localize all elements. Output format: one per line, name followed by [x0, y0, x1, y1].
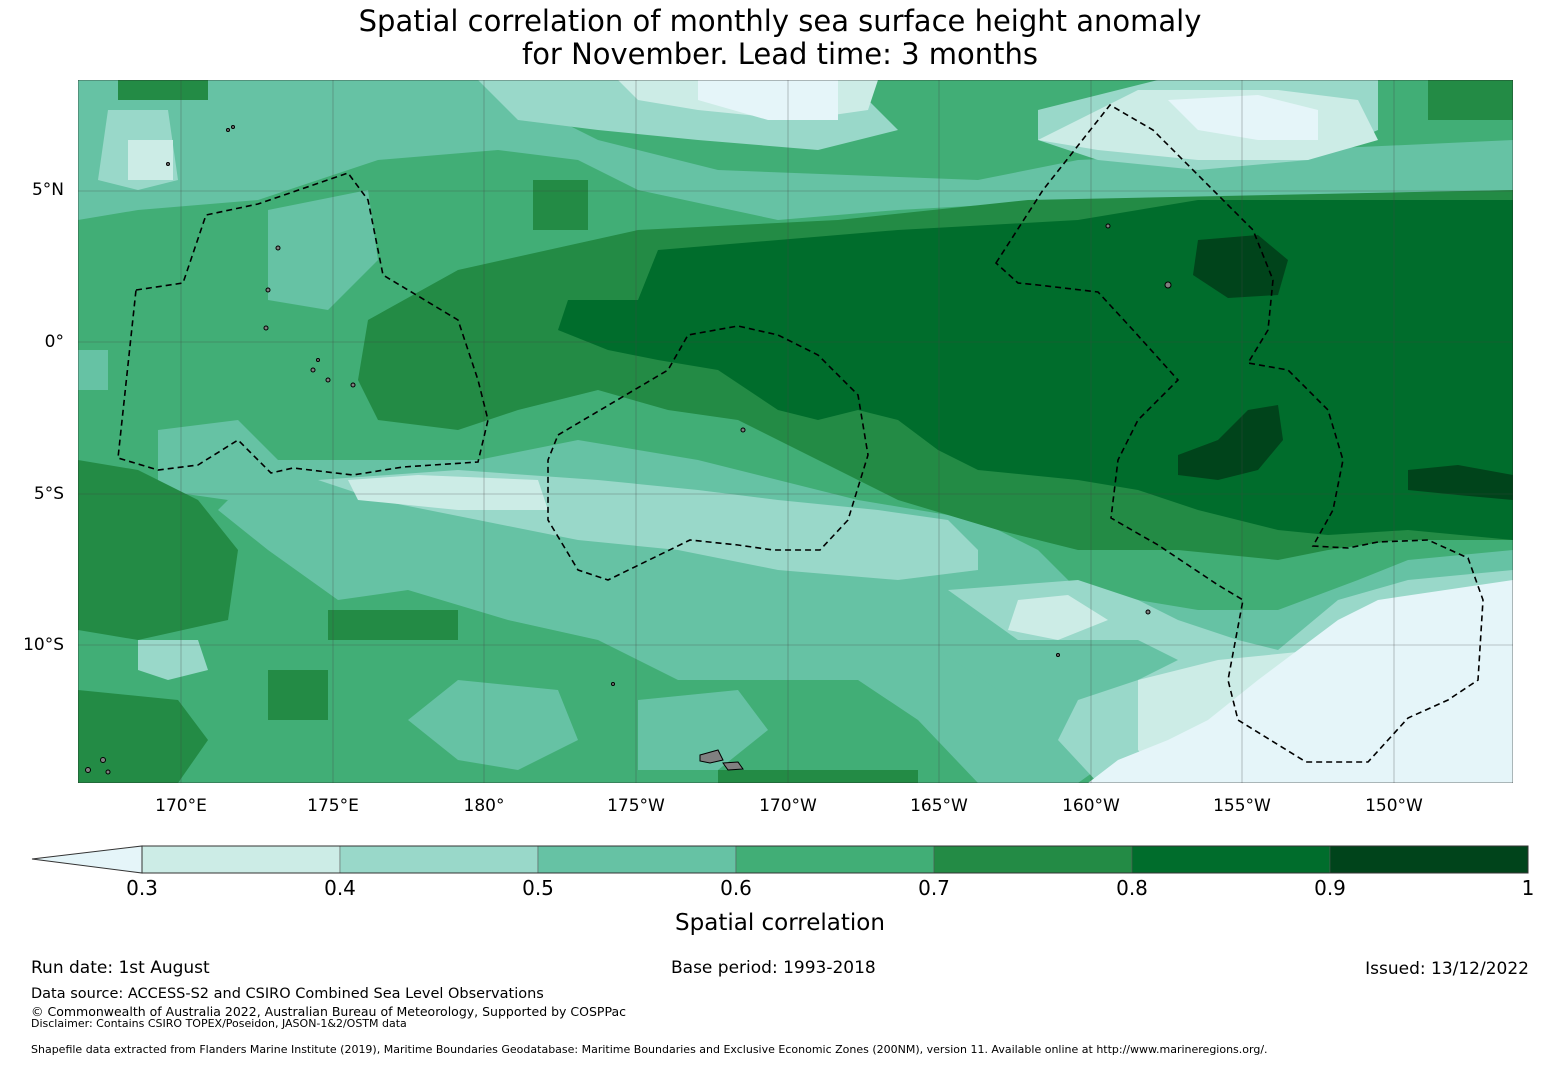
colorbar-tick-0.6: 0.6 — [720, 876, 752, 900]
data-source: Data source: ACCESS-S2 and CSIRO Combine… — [31, 986, 544, 1002]
colorbar-segments — [141, 845, 1529, 874]
copyright: © Commonwealth of Australia 2022, Austra… — [31, 1004, 626, 1019]
run-date: Run date: 1st August — [31, 958, 210, 978]
lon-label-180: 180° — [463, 796, 505, 816]
eez-line-islands — [994, 103, 1484, 763]
base-period: Base period: 1993-2018 — [671, 958, 876, 978]
colorbar-extend-min — [31, 845, 143, 874]
colorbar-tick-0.7: 0.7 — [918, 876, 950, 900]
correlation-map — [78, 80, 1513, 783]
colorbar-tick-1: 1 — [1521, 876, 1535, 900]
colorbar-segment-0.9 — [1329, 845, 1529, 874]
lon-label-150W: 150°W — [1365, 796, 1423, 816]
lon-label-165W: 165°W — [910, 796, 968, 816]
colorbar-tick-0.9: 0.9 — [1314, 876, 1346, 900]
lat-label-5N: 5°N — [31, 180, 64, 200]
islands — [85, 125, 1172, 775]
colorbar-segment-0.4 — [339, 845, 539, 874]
colorbar — [31, 845, 1529, 874]
issued-date: Issued: 13/12/2022 — [1365, 959, 1529, 979]
samoa-island-east — [722, 761, 744, 771]
lon-label-160W: 160°W — [1062, 796, 1120, 816]
lon-label-170E: 170°E — [155, 796, 207, 816]
colorbar-segment-0.3 — [141, 845, 341, 874]
eez-kiribati-gilbert — [117, 172, 489, 476]
colorbar-tick-0.3: 0.3 — [126, 876, 158, 900]
colorbar-tick-0.4: 0.4 — [324, 876, 356, 900]
samoa-island — [699, 749, 724, 764]
colorbar-segment-0.7 — [933, 845, 1133, 874]
colorbar-segment-0.5 — [537, 845, 737, 874]
map-gridlines — [78, 80, 1513, 783]
lon-label-175W: 175°W — [607, 796, 665, 816]
shapefile-credit: Shapefile data extracted from Flanders M… — [31, 1043, 1268, 1056]
lon-label-175E: 175°E — [307, 796, 359, 816]
colorbar-segment-0.8 — [1131, 845, 1331, 874]
colorbar-segment-0.6 — [735, 845, 935, 874]
disclaimer: Disclaimer: Contains CSIRO TOPEX/Poseido… — [31, 1017, 407, 1030]
lat-label-0: 0° — [44, 332, 64, 352]
lat-label-10S: 10°S — [23, 635, 64, 655]
colorbar-tick-0.5: 0.5 — [522, 876, 554, 900]
colorbar-tick-0.8: 0.8 — [1116, 876, 1148, 900]
colorbar-frame — [141, 845, 1529, 874]
field-0.9-1.0 — [1178, 235, 1513, 500]
eez-tokelau-phoenix — [547, 325, 869, 581]
eez-boundaries — [117, 103, 1484, 763]
lat-label-5S: 5°S — [33, 484, 64, 504]
field-below-0.3 — [698, 80, 1513, 783]
chart-title-line2: for November. Lead time: 3 months — [521, 37, 1039, 71]
lon-label-155W: 155°W — [1213, 796, 1271, 816]
chart-title-line1: Spatial correlation of monthly sea surfa… — [358, 4, 1202, 38]
lon-label-170W: 170°W — [759, 796, 817, 816]
colorbar-label: Spatial correlation — [675, 910, 885, 936]
